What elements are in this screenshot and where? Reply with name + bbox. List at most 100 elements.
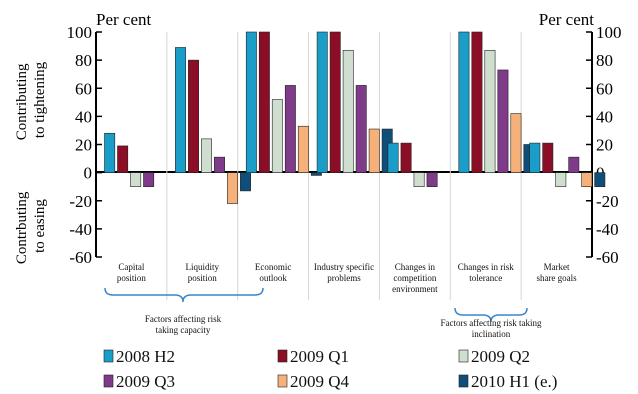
legend-swatch (103, 349, 114, 363)
bar (245, 31, 257, 173)
bar (568, 156, 580, 173)
legend-swatch (277, 374, 288, 388)
right-tick-label: 100 (596, 23, 622, 42)
legend-swatch (458, 349, 469, 363)
left-tick-label: -40 (69, 220, 92, 239)
bar (471, 31, 483, 173)
group-label: Factors affecting risk taking capacity (145, 314, 222, 335)
legend-swatch (277, 349, 288, 363)
bar (355, 85, 367, 173)
legend-label: 2009 Q4 (290, 372, 350, 391)
category-label-line: Liquidity (186, 262, 220, 272)
category-label: Industry specific problems (314, 262, 374, 283)
group-brace (104, 287, 264, 303)
group-label-line: Factors affecting risk taking (440, 318, 542, 328)
category-label-line: Changes in risk (458, 262, 514, 272)
left-tick-label: 40 (75, 107, 92, 126)
ylabel-lower-line-1: Contrbuting (14, 191, 30, 264)
left-tick-label: -20 (69, 192, 92, 211)
axis-ticks: -60-60-40-40-20-200020204040606080801001… (67, 23, 622, 267)
right-tick-label: 20 (596, 136, 613, 155)
group-label-line: inclination (472, 329, 511, 339)
bar (201, 138, 212, 173)
legend-label: 2009 Q1 (290, 347, 349, 366)
category-label-line: problems (327, 273, 361, 283)
category-label-line: position (117, 273, 147, 283)
bar (555, 172, 567, 187)
legend-label: 2009 Q3 (116, 372, 175, 391)
bar (143, 172, 155, 187)
category-label: Liquidity position (186, 262, 220, 283)
bar (426, 172, 438, 187)
bar (175, 47, 186, 173)
bar (104, 132, 116, 173)
bar (227, 172, 238, 204)
bar (594, 172, 606, 187)
bar (258, 31, 270, 173)
left-tick-label: 0 (84, 164, 93, 183)
category-label: Market share goals (536, 262, 577, 283)
ylabel-lower-line-2: to easing (32, 199, 48, 253)
bar (368, 128, 380, 173)
left-tick-label: 20 (75, 136, 92, 155)
left-tick-label: 80 (75, 51, 92, 70)
right-tick-label: 60 (596, 79, 613, 98)
category-label-line: Changes in (395, 262, 436, 272)
bar (130, 172, 142, 187)
legend-swatch (103, 374, 114, 388)
right-tick-label: -40 (596, 220, 619, 239)
category-label-line: Economic (255, 262, 292, 272)
bar (342, 49, 354, 173)
ylabel-upper: Contributing to tightening (14, 60, 48, 140)
ylabel-upper-line-2: to tightening (32, 61, 48, 138)
unit-label-right: Per cent (539, 10, 595, 29)
bar (542, 142, 554, 173)
legend: 2008 H2 2009 Q1 2009 Q2 2009 Q3 2009 Q4 2010 … (103, 347, 557, 391)
category-label-line: Industry specific (314, 262, 374, 272)
category-label: Capital position (117, 262, 147, 283)
bar (413, 172, 425, 187)
unit-label-left: Per cent (96, 10, 152, 29)
legend-label: 2009 Q2 (471, 347, 530, 366)
category-label-line: competition (393, 273, 436, 283)
group-label-line: taking capacity (156, 325, 211, 335)
ylabel-lower: Contrbuting to easing (14, 188, 48, 264)
bar (310, 172, 322, 176)
left-tick-label: 60 (75, 79, 92, 98)
left-tick-label: -60 (69, 248, 92, 267)
right-tick-label: 40 (596, 107, 613, 126)
legend-label: 2008 H2 (116, 347, 175, 366)
left-tick-label: 100 (67, 23, 93, 42)
bar (117, 145, 129, 173)
bar (297, 125, 309, 173)
category-label-line: Capital (118, 262, 144, 272)
bar (484, 49, 496, 173)
legend-swatch (458, 374, 469, 388)
category-label-line: Market (544, 262, 570, 272)
group-label-line: Factors affecting risk (145, 314, 222, 324)
right-tick-label: -60 (596, 248, 619, 267)
category-label: Changes in competition environment (392, 262, 438, 294)
bar (271, 99, 283, 173)
category-label-line: share goals (536, 273, 577, 283)
right-tick-label: 80 (596, 51, 613, 70)
category-label-line: environment (392, 284, 438, 294)
bar (387, 142, 399, 173)
bar-series (104, 31, 606, 204)
group-label: Factors affecting risk taking inclination (440, 318, 542, 339)
bar (458, 31, 470, 173)
group-braces: Factors affecting risk taking capacityFac… (104, 287, 542, 339)
right-tick-label: -20 (596, 192, 619, 211)
category-label-line: outlook (259, 273, 287, 283)
category-label-line: tolerance (469, 273, 502, 283)
bar (329, 31, 341, 173)
bar (497, 69, 509, 173)
bar (188, 59, 199, 173)
category-label: Economic outlook (255, 262, 292, 283)
bar (400, 142, 412, 173)
group-brace (454, 307, 528, 323)
ylabel-upper-line-1: Contributing (14, 63, 30, 140)
bar (529, 142, 541, 173)
